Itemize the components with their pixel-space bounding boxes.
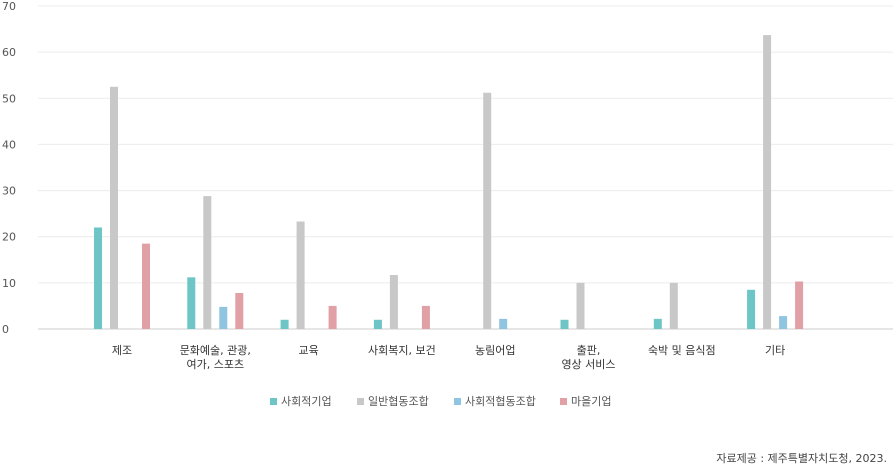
bar (389, 275, 398, 329)
x-category-label: 여가, 스포츠 (187, 358, 245, 371)
legend-swatch (454, 398, 461, 405)
x-category-label: 제조 (112, 344, 132, 357)
legend-label: 사회적협동조합 (465, 395, 536, 408)
legend-label: 일반협동조합 (368, 394, 429, 408)
legend-swatch (357, 398, 364, 405)
bar (763, 35, 772, 329)
grid-lines (38, 5, 893, 330)
y-tick-label: 40 (2, 138, 16, 151)
bars (94, 35, 804, 330)
bar (499, 318, 508, 329)
x-category-label: 영상 서비스 (561, 358, 615, 371)
bar (296, 221, 305, 329)
bar (219, 306, 228, 329)
x-category-label: 숙박 및 음식점 (648, 344, 716, 357)
y-tick-label: 70 (2, 0, 16, 13)
bar (94, 227, 102, 329)
y-tick-label: 30 (2, 185, 16, 198)
y-axis-ticks: 0 10 20 30 40 50 60 70 (2, 0, 16, 336)
y-tick-label: 60 (2, 46, 16, 59)
bar (653, 318, 662, 329)
x-category-label: 기타 (765, 344, 785, 357)
legend: 사회적기업 일반협동조합 사회적협동조합 마을기업 (270, 394, 611, 408)
bar (280, 319, 289, 329)
y-tick-label: 10 (2, 277, 16, 290)
bar (421, 305, 430, 329)
bar (110, 86, 118, 329)
y-tick-label: 20 (2, 231, 16, 244)
x-category-label: 농림어업 (475, 344, 515, 357)
y-tick-label: 0 (2, 323, 9, 336)
bar (235, 293, 244, 329)
bar (328, 305, 337, 329)
legend-swatch (270, 398, 277, 405)
legend-label: 마을기업 (571, 395, 611, 408)
legend-swatch (560, 398, 567, 405)
bar (576, 282, 585, 329)
bar (669, 282, 678, 329)
bar (747, 289, 756, 329)
bar (142, 243, 150, 329)
x-category-label: 출판, (577, 344, 601, 357)
source-caption: 자료제공 : 제주특별자치도청, 2023. (716, 452, 887, 465)
x-axis-categories: 제조 문화예술, 관광,여가, 스포츠 교육 사회복지, 보건 농림어업 출판,영상 서비… (112, 344, 785, 371)
bar (779, 316, 788, 329)
bar (560, 319, 569, 329)
bar (373, 319, 382, 329)
x-category-label: 문화예술, 관광, (180, 344, 251, 357)
bar (483, 92, 492, 330)
bar (187, 277, 196, 329)
x-category-label: 교육 (298, 344, 318, 357)
x-category-label: 사회복지, 보건 (368, 344, 436, 357)
bar (795, 281, 804, 329)
y-tick-label: 50 (2, 92, 16, 105)
legend-label: 사회적기업 (281, 395, 332, 408)
bar (203, 196, 212, 329)
